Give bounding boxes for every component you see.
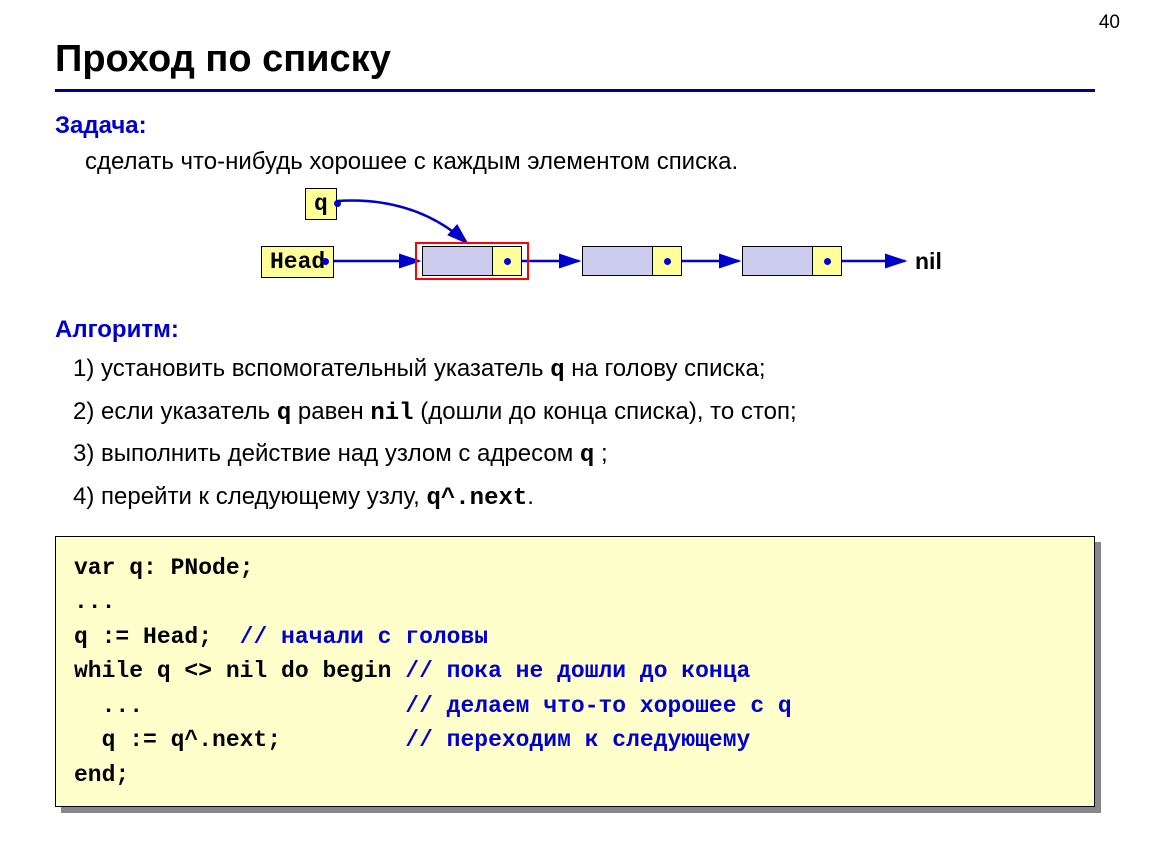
node-pointer bbox=[493, 247, 521, 275]
node-data bbox=[743, 247, 813, 275]
linked-list-diagram: q Head nil bbox=[225, 188, 925, 298]
q-label: q bbox=[314, 191, 328, 217]
q-dot bbox=[334, 200, 341, 207]
algo-step-2: 2) если указатель q равен nil (дошли до … bbox=[73, 393, 1095, 433]
task-text: сделать что-нибудь хорошее с каждым элем… bbox=[85, 146, 1095, 178]
algo-step-4: 4) перейти к следующему узлу, q^.next. bbox=[73, 478, 1095, 518]
list-node bbox=[582, 246, 682, 276]
task-label: Задача: bbox=[55, 112, 1095, 140]
page-number: 40 bbox=[1099, 12, 1120, 34]
algorithm-label: Алгоритм: bbox=[55, 316, 1095, 344]
algo-step-3: 3) выполнить действие над узлом с адресо… bbox=[73, 435, 1095, 475]
nil-label: nil bbox=[915, 248, 942, 275]
node-data bbox=[423, 247, 493, 275]
code-content: var q: PNode; ... q := Head; // начали с… bbox=[55, 536, 1095, 808]
list-node bbox=[742, 246, 842, 276]
head-label: Head bbox=[270, 249, 325, 275]
page-title: Проход по списку bbox=[55, 38, 1095, 81]
node-pointer bbox=[813, 247, 841, 275]
node-data bbox=[583, 247, 653, 275]
head-dot bbox=[322, 258, 329, 265]
code-block: var q: PNode; ... q := Head; // начали с… bbox=[55, 536, 1095, 808]
q-pointer-box: q bbox=[305, 188, 337, 220]
list-node bbox=[422, 246, 522, 276]
algo-step-1: 1) установить вспомогательный указатель … bbox=[73, 350, 1095, 390]
title-rule bbox=[55, 89, 1095, 92]
algorithm-steps: 1) установить вспомогательный указатель … bbox=[73, 350, 1095, 518]
node-pointer bbox=[653, 247, 681, 275]
head-pointer-box: Head bbox=[261, 246, 334, 278]
